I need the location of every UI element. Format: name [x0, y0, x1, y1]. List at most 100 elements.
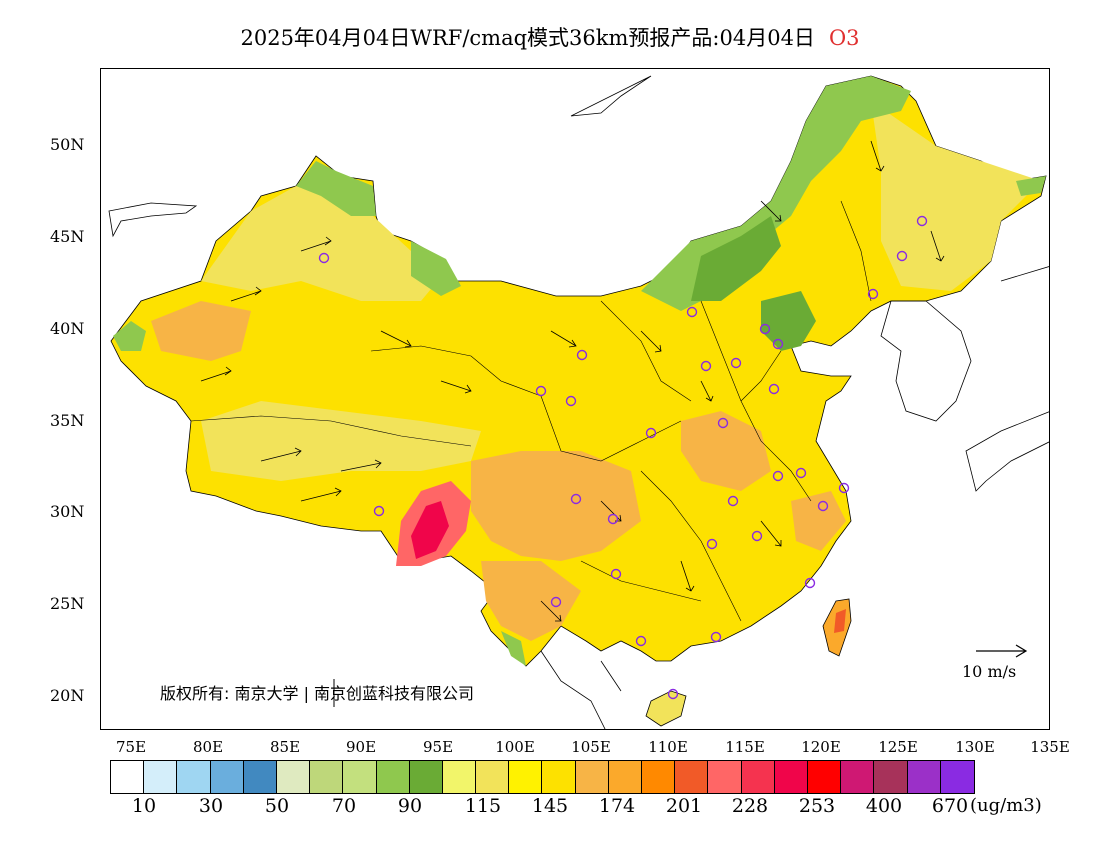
color-legend	[110, 760, 975, 794]
city-marker	[772, 470, 784, 482]
legend-swatch	[874, 761, 908, 793]
zone-inner-mongolia-green	[411, 241, 461, 296]
zone-northeast-light	[871, 101, 1041, 291]
legend-swatch	[409, 761, 443, 793]
legend-swatch	[741, 761, 775, 793]
legend-label: 201	[665, 795, 703, 817]
legend-swatch	[343, 761, 377, 793]
city-marker	[772, 338, 784, 350]
map-svg	[108, 75, 1049, 729]
zone-altai-green	[296, 161, 376, 216]
lon-label: 95E	[422, 738, 454, 756]
japan-outline	[965, 411, 1049, 492]
city-marker	[607, 513, 619, 525]
title-text: 2025年04月04日WRF/cmaq模式36km预报产品:04月04日	[240, 26, 815, 50]
city-marker	[550, 596, 562, 608]
city-marker	[610, 568, 622, 580]
city-marker	[759, 323, 771, 335]
legend-swatch	[376, 761, 410, 793]
legend-swatch	[940, 761, 974, 793]
legend-swatch	[907, 761, 941, 793]
map-panel	[100, 68, 1050, 730]
city-marker	[570, 493, 582, 505]
city-marker	[730, 357, 742, 369]
city-marker	[727, 495, 739, 507]
legend-swatch	[111, 761, 145, 793]
legend-unit: (ug/m3)	[970, 795, 1042, 816]
lat-label: 35N	[50, 411, 85, 430]
lon-label: 75E	[115, 738, 147, 756]
city-marker	[838, 482, 850, 494]
legend-label: 70	[331, 795, 357, 817]
lat-label: 30N	[50, 502, 85, 521]
wind-reference-label: 10 m/s	[962, 662, 1017, 681]
city-marker	[373, 505, 385, 517]
legend-swatch	[841, 761, 875, 793]
province-borders	[190, 200, 872, 622]
city-marker	[706, 538, 718, 550]
legend-swatch	[807, 761, 842, 793]
korea-outline	[880, 300, 972, 422]
zone-beijing-green	[761, 291, 816, 351]
city-marker	[795, 467, 807, 479]
variable-label: O3	[828, 26, 860, 50]
legend-swatch	[708, 761, 742, 793]
city-marker	[576, 349, 588, 361]
zone-west-green	[113, 321, 146, 351]
wind-vectors	[200, 140, 945, 622]
legend-label: 145	[531, 795, 569, 817]
city-marker	[916, 215, 928, 227]
city-markers	[318, 215, 928, 700]
lon-label: 130E	[955, 738, 995, 756]
legend-swatch	[310, 761, 344, 793]
city-marker	[804, 577, 816, 589]
legend-swatch	[542, 761, 576, 793]
map-title: 2025年04月04日WRF/cmaq模式36km预报产品:04月04日 O3	[0, 22, 1100, 52]
legend-swatch	[642, 761, 676, 793]
legend-label: 10	[131, 795, 157, 817]
zone-tibet-hotspot-core	[411, 501, 449, 559]
zone-north-green-2	[691, 216, 781, 301]
taiwan-hotspot	[834, 609, 846, 633]
legend-swatch	[509, 761, 543, 793]
indochina-outline	[540, 650, 622, 729]
city-marker	[896, 250, 908, 262]
city-marker	[635, 635, 647, 647]
lat-label: 20N	[50, 686, 85, 705]
legend-swatch	[144, 761, 178, 793]
city-marker	[817, 500, 829, 512]
lat-label: 45N	[50, 227, 85, 246]
zone-tarim-orange	[151, 301, 251, 361]
legend-label: 400	[865, 795, 903, 817]
lon-label: 120E	[801, 738, 841, 756]
legend-swatch	[608, 761, 642, 793]
city-marker	[535, 385, 547, 397]
zone-east-orange	[791, 491, 846, 551]
lon-label: 90E	[345, 738, 377, 756]
zone-central-orange	[681, 411, 771, 491]
lat-label: 40N	[50, 319, 85, 338]
lon-label: 135E	[1030, 738, 1070, 756]
lat-label: 50N	[50, 135, 85, 154]
zone-yunnan-green	[501, 631, 526, 666]
legend-swatch	[442, 761, 477, 793]
wind-reference-arrow	[976, 644, 1028, 658]
city-marker	[686, 306, 698, 318]
legend-label: 30	[198, 795, 224, 817]
copyright-text: 版权所有: 南京大学 | 南京创蓝科技有限公司	[160, 684, 475, 703]
city-marker	[645, 427, 657, 439]
hainan-island	[645, 690, 687, 727]
sakhalin-outline	[1000, 266, 1049, 282]
legend-swatch	[575, 761, 609, 793]
legend-swatch	[774, 761, 808, 793]
lon-label: 80E	[192, 738, 224, 756]
legend-swatch	[210, 761, 244, 793]
legend-label: 174	[598, 795, 636, 817]
baikal-outline	[570, 75, 652, 117]
city-marker	[667, 688, 679, 700]
zone-sichuan-orange	[471, 451, 641, 561]
legend-label: 228	[731, 795, 769, 817]
legend-label: 90	[397, 795, 423, 817]
city-marker	[318, 252, 330, 264]
city-marker	[565, 395, 577, 407]
